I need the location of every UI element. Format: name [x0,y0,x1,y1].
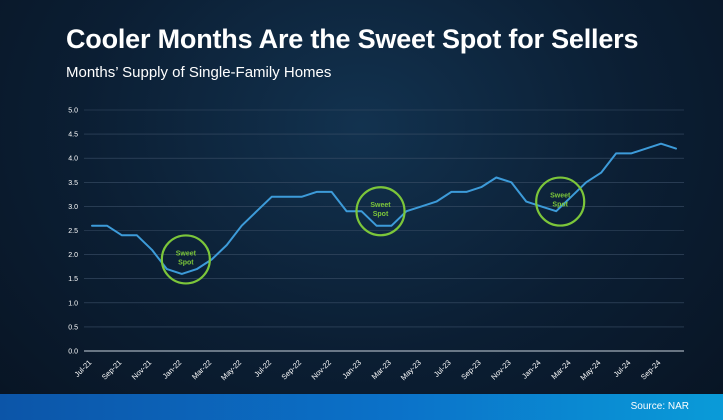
data-point [555,210,557,212]
data-point [405,210,407,212]
y-tick-label: 1.5 [68,276,78,283]
sweet-spot-label: Spot [552,202,568,209]
x-tick-label: Sep-21 [100,358,123,381]
data-point [166,268,168,270]
x-tick-label: Mar-24 [549,358,572,381]
data-point [450,191,452,193]
x-tick-label: May-24 [578,358,602,382]
x-tick-label: Sep-24 [639,358,662,381]
data-point [510,181,512,183]
data-point [675,148,677,150]
x-tick-label: Jan-22 [161,358,184,381]
x-tick-label: Jul-22 [252,358,273,379]
data-point [286,196,288,198]
data-point [151,249,153,251]
footer-bar: Source: NAR [0,394,723,420]
sweet-spot-label: Spot [178,259,194,266]
data-point [615,152,617,154]
sweet-spot-circle [355,186,406,237]
x-tick-label: Jan-23 [340,358,363,381]
data-point [600,172,602,174]
chart-title: Cooler Months Are the Sweet Spot for Sel… [66,24,639,54]
x-tick-label: Jan-24 [520,358,543,381]
data-point [465,191,467,193]
data-point [91,225,93,227]
data-point [361,210,363,212]
y-tick-label: 2.0 [68,252,78,259]
chart-subtitle: Months’ Supply of Single-Family Homes [66,64,332,81]
y-tick-label: 4.5 [68,132,78,139]
x-tick-label: Mar-22 [190,358,213,381]
data-point [435,201,437,203]
sweet-spot-label: Sweet [176,250,197,257]
sweet-spot-label: Sweet [370,202,391,209]
data-point [495,176,497,178]
data-point [256,210,258,212]
data-point [181,273,183,275]
data-point [420,205,422,207]
sweet-spot-label: Sweet [550,193,571,200]
data-point [630,152,632,154]
x-tick-label: Nov-22 [310,358,333,381]
sweet-spot-label: Spot [373,211,389,218]
x-tick-label: Mar-23 [370,358,393,381]
source-label: Source: NAR [630,401,689,412]
sweet-spot-circle [535,176,586,227]
data-point [645,148,647,150]
data-point [331,191,333,193]
x-tick-label: Jul-21 [73,358,94,379]
data-point [480,186,482,188]
data-point [211,258,213,260]
data-point [241,225,243,227]
data-point [301,196,303,198]
y-tick-label: 0.0 [68,349,78,356]
data-point [316,191,318,193]
data-point [376,225,378,227]
y-tick-label: 2.5 [68,228,78,235]
data-point [196,268,198,270]
y-tick-label: 3.0 [68,204,78,211]
y-tick-label: 5.0 [68,108,78,115]
x-tick-label: Sep-23 [459,358,482,381]
data-point [540,205,542,207]
x-tick-label: Jul-23 [432,358,453,379]
y-tick-label: 3.5 [68,180,78,187]
x-tick-label: Jul-24 [612,358,633,379]
x-tick-label: Sep-22 [280,358,303,381]
x-tick-label: Nov-21 [130,358,153,381]
data-point [570,196,572,198]
sweet-spot-circle [160,234,211,285]
data-point [525,201,527,203]
data-point [271,196,273,198]
x-tick-label: May-22 [219,358,243,382]
data-point [585,181,587,183]
data-point [390,225,392,227]
y-tick-label: 0.5 [68,324,78,331]
data-point [121,234,123,236]
x-tick-label: Nov-23 [489,358,512,381]
series-line [91,142,677,275]
y-tick-label: 1.0 [68,300,78,307]
y-tick-label: 4.0 [68,156,78,163]
x-tick-label: May-23 [399,358,423,382]
data-point [226,244,228,246]
data-point [660,143,662,145]
data-point [136,234,138,236]
data-point [106,225,108,227]
data-point [346,210,348,212]
